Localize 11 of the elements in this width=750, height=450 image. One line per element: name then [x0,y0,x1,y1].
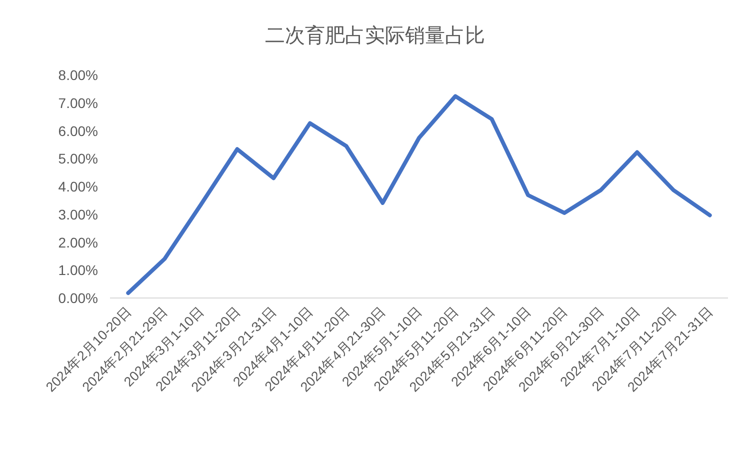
y-tick-label: 0.00% [58,290,98,306]
y-tick-label: 2.00% [58,234,98,250]
line-series [126,94,712,295]
y-tick-label: 8.00% [58,67,98,83]
chart-title: 二次育肥占实际销量占比 [265,24,485,47]
y-tick-label: 7.00% [58,94,98,111]
y-tick-label: 3.00% [58,206,98,222]
y-tick-label: 4.00% [58,178,98,194]
y-tick-label: 5.00% [58,150,98,167]
y-tick-label: 1.00% [58,262,98,278]
y-tick-label: 6.00% [58,122,98,139]
